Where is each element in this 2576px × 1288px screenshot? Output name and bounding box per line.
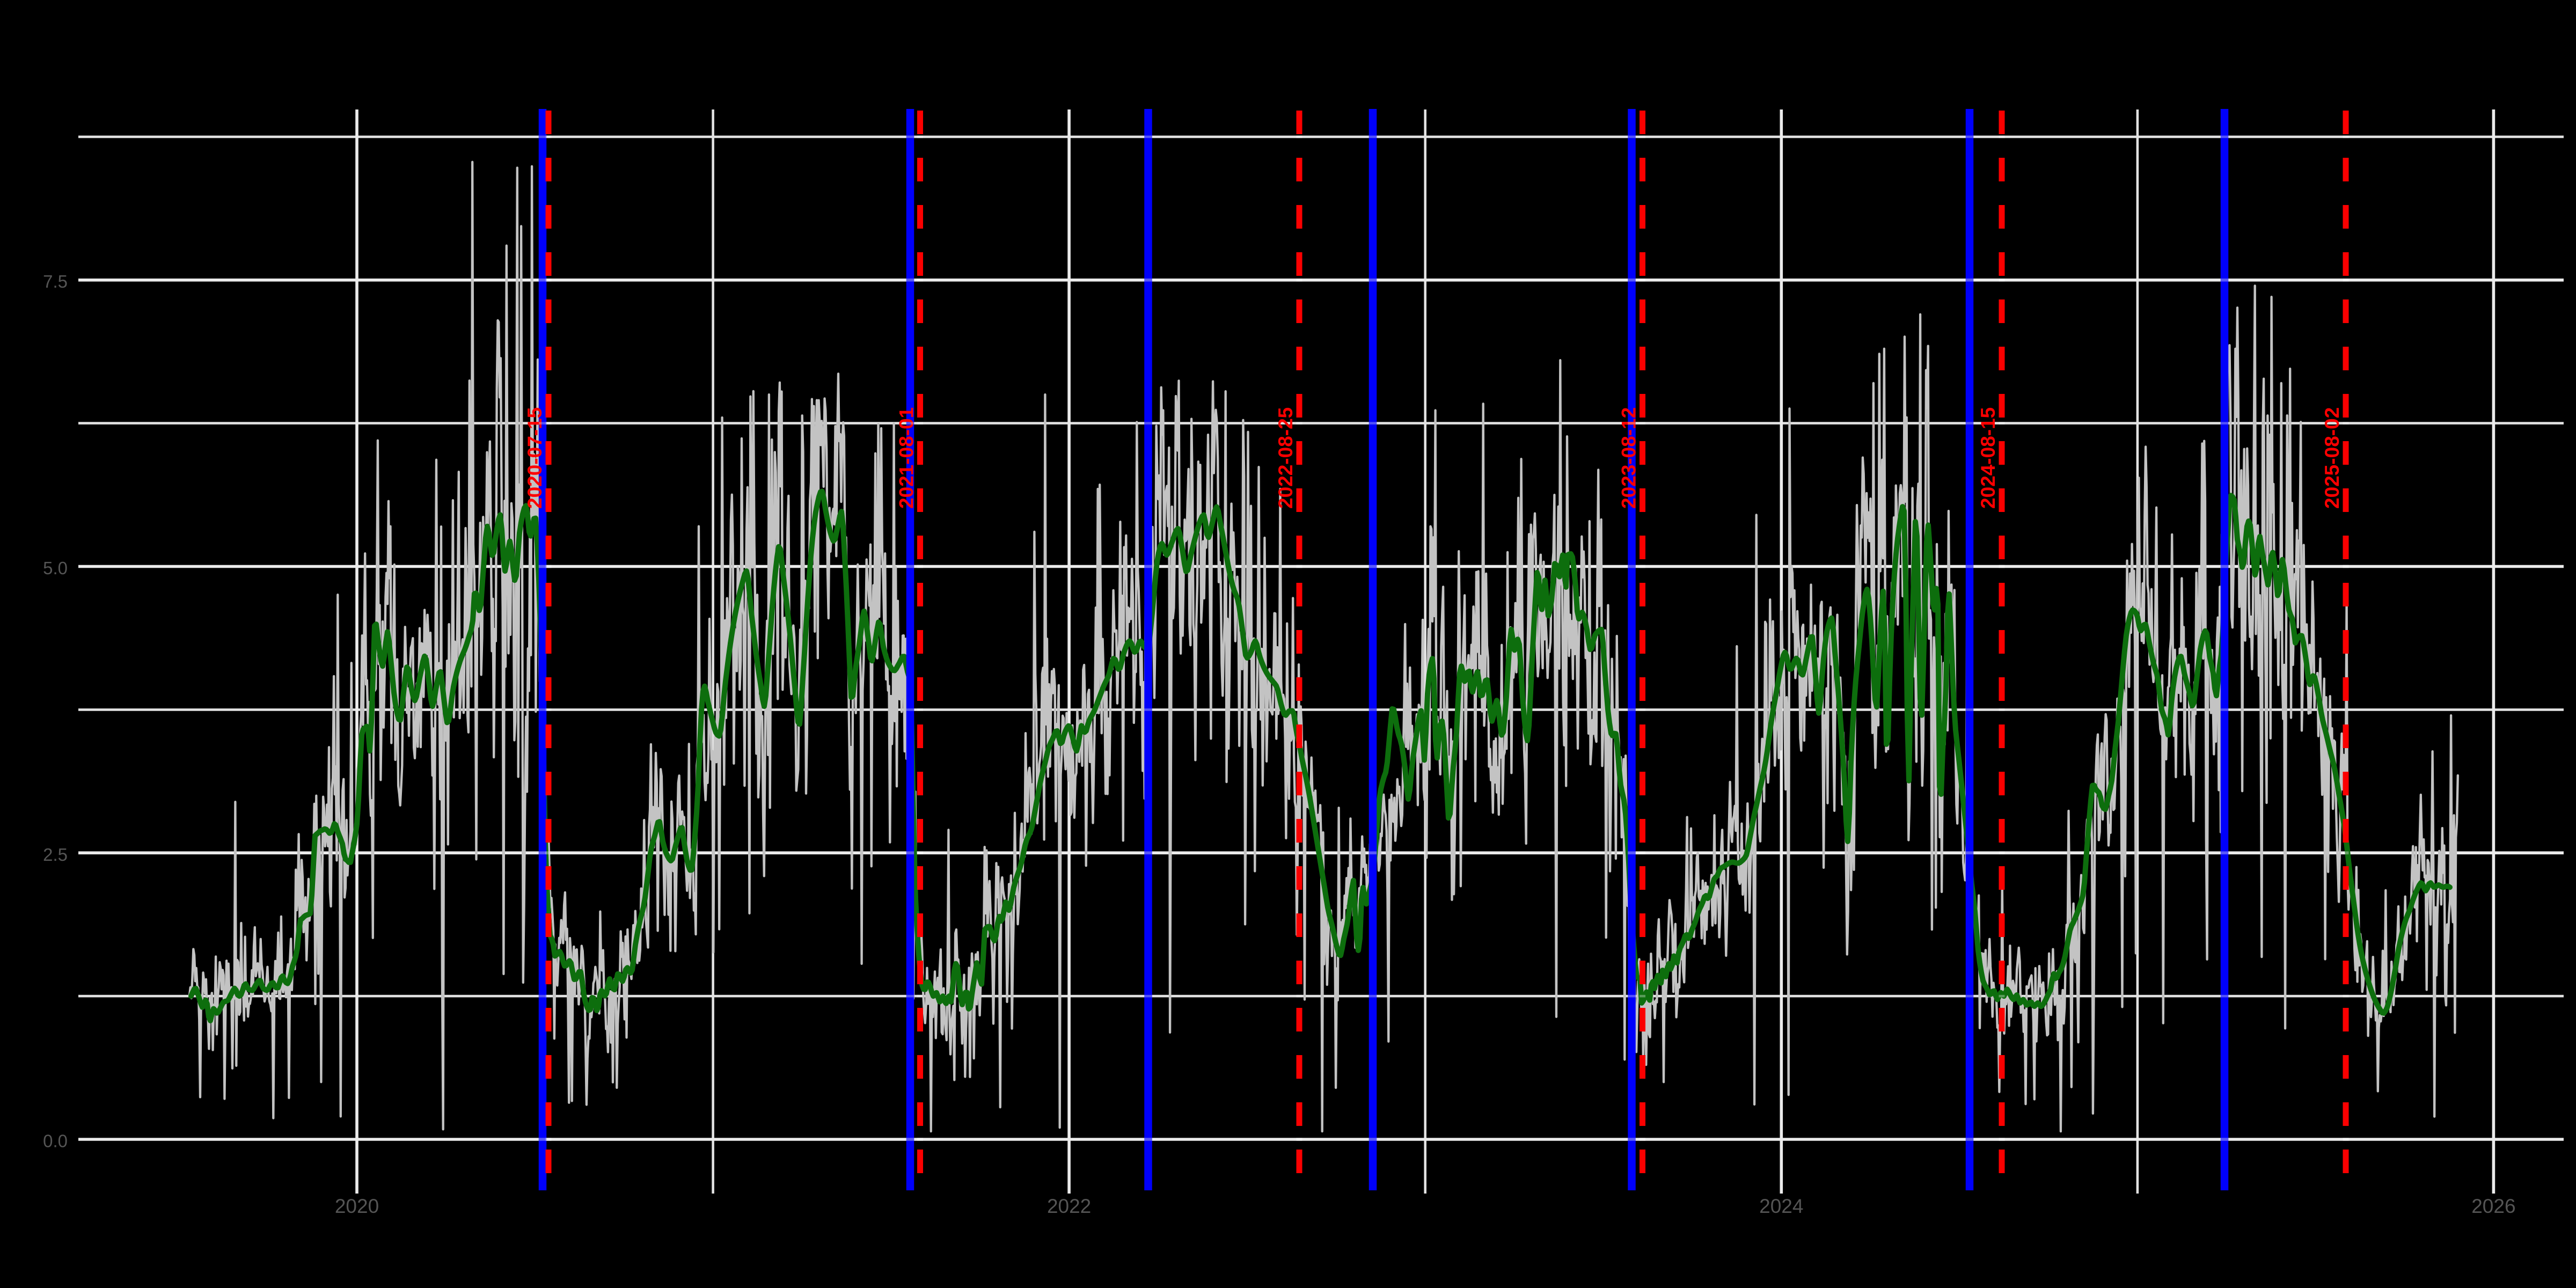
svg-text:2.5: 2.5 — [43, 845, 68, 865]
svg-text:2022: 2022 — [1047, 1195, 1091, 1217]
svg-text:2023-08-12: 2023-08-12 — [1618, 407, 1640, 509]
svg-text:2020-07-15: 2020-07-15 — [524, 407, 546, 509]
svg-text:2024: 2024 — [1759, 1195, 1803, 1217]
svg-text:2022-08-25: 2022-08-25 — [1275, 407, 1297, 509]
svg-text:2021-08-01: 2021-08-01 — [896, 407, 918, 509]
svg-text:2025-08-02: 2025-08-02 — [2321, 407, 2343, 509]
svg-text:7.5: 7.5 — [43, 272, 68, 291]
svg-text:5.0: 5.0 — [43, 558, 68, 578]
svg-text:2024-08-15: 2024-08-15 — [1977, 407, 1999, 509]
svg-text:0.0: 0.0 — [43, 1131, 68, 1151]
svg-text:2026: 2026 — [2471, 1195, 2515, 1217]
svg-text:2020: 2020 — [335, 1195, 379, 1217]
